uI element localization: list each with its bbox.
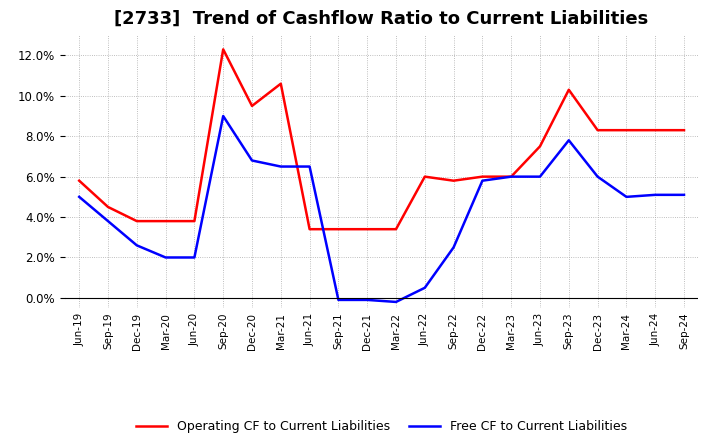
Operating CF to Current Liabilities (75, 178, 84, 183)
Free CF to Current Liabilities (190, 255, 199, 260)
Operating CF to Current Liabilities (564, 87, 573, 92)
Free CF to Current Liabilities (564, 138, 573, 143)
Operating CF to Current Liabilities (478, 174, 487, 179)
Operating CF to Current Liabilities (219, 47, 228, 52)
Line: Free CF to Current Liabilities: Free CF to Current Liabilities (79, 116, 684, 302)
Operating CF to Current Liabilities (507, 174, 516, 179)
Operating CF to Current Liabilities (161, 219, 170, 224)
Free CF to Current Liabilities (420, 285, 429, 290)
Operating CF to Current Liabilities (190, 219, 199, 224)
Free CF to Current Liabilities (680, 192, 688, 198)
Free CF to Current Liabilities (161, 255, 170, 260)
Operating CF to Current Liabilities (449, 178, 458, 183)
Operating CF to Current Liabilities (420, 174, 429, 179)
Operating CF to Current Liabilities (363, 227, 372, 232)
Free CF to Current Liabilities (219, 114, 228, 119)
Operating CF to Current Liabilities (536, 144, 544, 149)
Free CF to Current Liabilities (478, 178, 487, 183)
Operating CF to Current Liabilities (622, 128, 631, 133)
Title: [2733]  Trend of Cashflow Ratio to Current Liabilities: [2733] Trend of Cashflow Ratio to Curren… (114, 10, 649, 28)
Free CF to Current Liabilities (622, 194, 631, 199)
Free CF to Current Liabilities (363, 297, 372, 303)
Free CF to Current Liabilities (75, 194, 84, 199)
Operating CF to Current Liabilities (680, 128, 688, 133)
Operating CF to Current Liabilities (104, 204, 112, 209)
Operating CF to Current Liabilities (248, 103, 256, 109)
Operating CF to Current Liabilities (334, 227, 343, 232)
Operating CF to Current Liabilities (132, 219, 141, 224)
Free CF to Current Liabilities (449, 245, 458, 250)
Operating CF to Current Liabilities (276, 81, 285, 86)
Operating CF to Current Liabilities (651, 128, 660, 133)
Free CF to Current Liabilities (651, 192, 660, 198)
Free CF to Current Liabilities (536, 174, 544, 179)
Operating CF to Current Liabilities (593, 128, 602, 133)
Operating CF to Current Liabilities (392, 227, 400, 232)
Legend: Operating CF to Current Liabilities, Free CF to Current Liabilities: Operating CF to Current Liabilities, Fre… (131, 415, 632, 438)
Free CF to Current Liabilities (104, 219, 112, 224)
Free CF to Current Liabilities (593, 174, 602, 179)
Free CF to Current Liabilities (276, 164, 285, 169)
Free CF to Current Liabilities (248, 158, 256, 163)
Operating CF to Current Liabilities (305, 227, 314, 232)
Free CF to Current Liabilities (392, 299, 400, 304)
Free CF to Current Liabilities (334, 297, 343, 303)
Line: Operating CF to Current Liabilities: Operating CF to Current Liabilities (79, 49, 684, 229)
Free CF to Current Liabilities (305, 164, 314, 169)
Free CF to Current Liabilities (132, 243, 141, 248)
Free CF to Current Liabilities (507, 174, 516, 179)
